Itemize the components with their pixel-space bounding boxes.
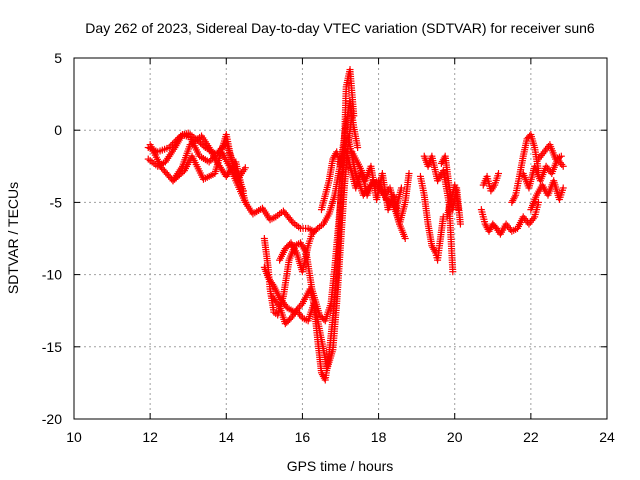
x-tick-labels: 10 12 14 16 18 20 22 24 [66,429,615,445]
chart-title: Day 262 of 2023, Sidereal Day-to-day VTE… [85,20,595,36]
data-point [205,158,213,166]
data-point [449,268,457,276]
x-tick-label: 10 [66,429,82,445]
x-tick-label: 16 [295,429,311,445]
x-axis-label: GPS time / hours [287,458,394,474]
x-tick-label: 12 [142,429,158,445]
x-tick-label: 18 [371,429,387,445]
data-point [241,164,249,172]
data-points [144,66,567,384]
data-point [288,217,296,225]
y-tick-label: 5 [54,50,62,66]
data-point [295,303,303,311]
data-point [269,280,277,288]
data-point [397,184,405,192]
y-tick-label: -20 [42,411,62,427]
data-point [494,170,502,178]
y-tick-labels: 5 0 -5 -10 -15 -20 [42,50,62,427]
data-point [559,184,567,192]
x-tick-label: 24 [599,429,615,445]
data-point [557,152,565,160]
y-tick-label: -5 [50,194,63,210]
data-point [405,170,413,178]
y-tick-label: -10 [42,267,62,283]
y-tick-label: -15 [42,339,62,355]
y-axis-label: SDTVAR / TECUs [5,182,21,294]
data-point [455,206,463,214]
data-point [559,162,567,170]
data-point [179,168,187,176]
y-tick-label: 0 [54,122,62,138]
data-point [401,235,409,242]
data-point [534,198,542,206]
plot-frame [73,57,608,420]
data-point [354,144,362,152]
x-tick-label: 14 [218,429,234,445]
data-point [297,301,305,309]
x-tick-label: 22 [523,429,539,445]
x-tick-label: 20 [447,429,463,445]
data-point [456,220,464,228]
data-point [274,301,282,309]
